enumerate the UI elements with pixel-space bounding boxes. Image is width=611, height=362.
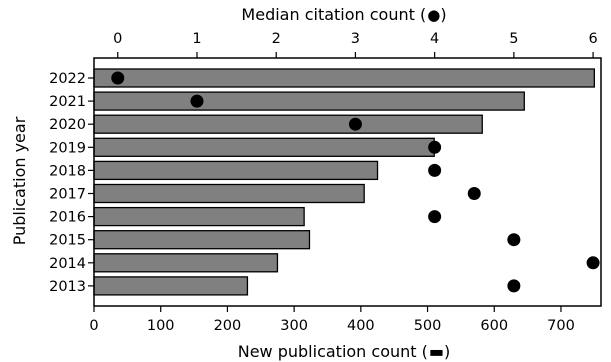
bar [93, 253, 279, 273]
y-tick-label: 2021 [49, 94, 86, 110]
median-marker [428, 210, 442, 224]
bar [93, 183, 365, 204]
median-marker [507, 233, 521, 247]
x-bottom-tick-label: 100 [147, 318, 175, 334]
x-top-tick-label: 1 [192, 31, 201, 47]
y-tick-label: 2016 [49, 210, 86, 226]
median-marker [507, 279, 521, 293]
median-marker [190, 94, 204, 108]
x-bottom-tick-label: 600 [480, 318, 508, 334]
median-marker [467, 187, 481, 200]
y-tick-label: 2020 [49, 117, 86, 133]
bar [93, 91, 525, 111]
x-top-tick-label: 5 [509, 31, 518, 47]
x-bottom-tick-label: 500 [414, 318, 442, 334]
bar [93, 160, 379, 181]
median-marker [348, 117, 362, 131]
x-top-tick-label: 2 [272, 31, 281, 47]
x-bottom-tick-label: 0 [89, 318, 98, 334]
x-top-tick-label: 6 [588, 31, 597, 47]
x-top-tick-label: 4 [430, 31, 439, 47]
x-axis-bottom-title: New publication count (▬) [238, 342, 451, 361]
plot-frame [93, 57, 602, 307]
bar [93, 276, 249, 296]
x-bottom-tick-label: 200 [214, 318, 242, 334]
y-tick-label: 2017 [49, 187, 86, 203]
median-citation-markers [111, 71, 600, 293]
median-marker [428, 140, 442, 154]
x-bottom-tick-label: 700 [547, 318, 575, 334]
x-bottom-tick-label: 400 [347, 318, 375, 334]
y-axis-title: Publication year [10, 116, 29, 245]
bar [93, 137, 435, 157]
y-tick-label: 2015 [49, 233, 86, 249]
x-axis-top-title: Median citation count (●) [241, 5, 446, 24]
bar [93, 68, 595, 88]
axis-ticks: 2022202120202019201820172016201520142013… [49, 31, 598, 334]
x-top-tick-label: 3 [351, 31, 360, 47]
x-bottom-tick-label: 300 [280, 318, 308, 334]
median-marker [111, 71, 125, 85]
y-tick-label: 2019 [49, 140, 86, 156]
bar [93, 230, 311, 250]
y-tick-label: 2013 [49, 279, 86, 295]
bars [93, 68, 595, 296]
median-marker [586, 256, 600, 270]
x-top-tick-label: 0 [113, 31, 122, 47]
bar [93, 206, 305, 227]
y-tick-label: 2022 [49, 71, 86, 87]
y-tick-label: 2018 [49, 163, 86, 179]
y-tick-label: 2014 [49, 256, 86, 272]
bar [93, 114, 483, 134]
median-marker [428, 163, 442, 177]
